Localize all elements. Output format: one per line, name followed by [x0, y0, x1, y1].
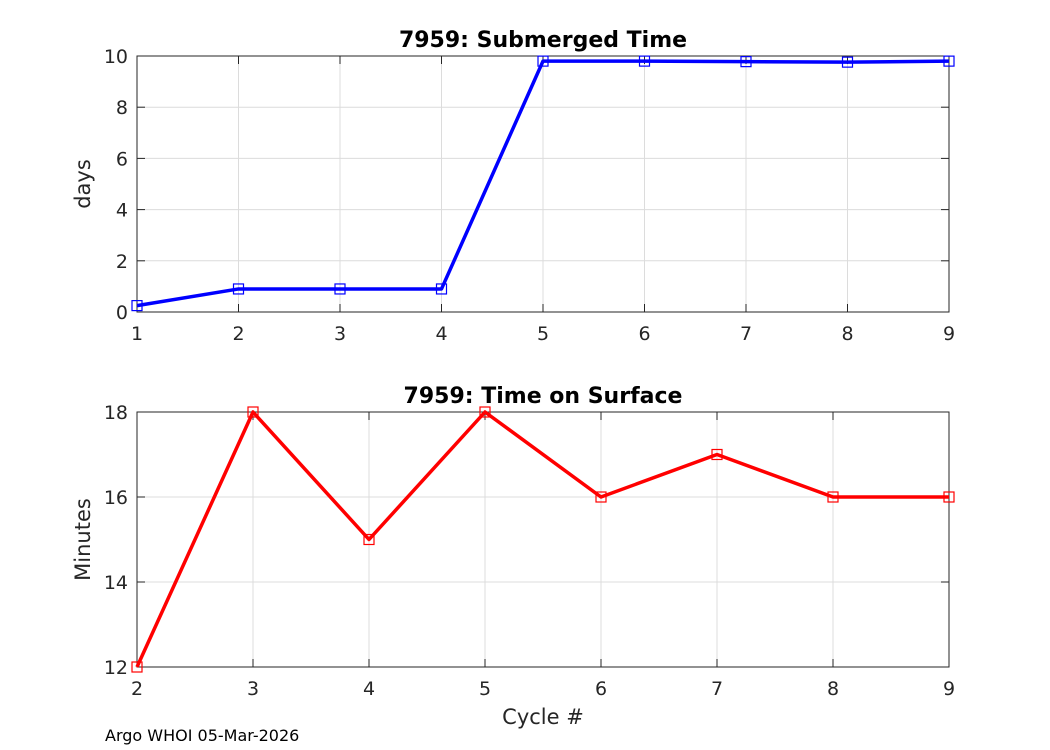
data-point-marker	[232, 283, 245, 295]
x-tick-label: 2	[131, 678, 143, 700]
x-tick-label: 4	[435, 323, 447, 345]
x-tick-label: 8	[841, 323, 853, 345]
x-tick-label: 7	[740, 323, 752, 345]
series-line	[135, 410, 949, 668]
data-point-marker	[334, 283, 346, 295]
x-tick-label: 9	[943, 323, 955, 345]
x-tick-label: 8	[827, 678, 839, 700]
data-point-marker	[711, 448, 723, 461]
x-tick-label: 5	[479, 678, 491, 700]
data-point-marker	[740, 56, 752, 68]
x-tick-label: 7	[711, 678, 723, 700]
y-tick-label: 6	[116, 148, 128, 170]
x-tick-label: 4	[363, 678, 375, 700]
y-axis-label: days	[71, 159, 95, 209]
chart-title: 7959: Submerged Time	[399, 28, 687, 53]
x-tick-label: 3	[334, 323, 346, 345]
x-tick-label: 1	[131, 323, 143, 345]
data-point-marker	[943, 491, 955, 503]
data-point-marker	[131, 300, 143, 312]
data-point-marker	[841, 56, 854, 68]
surface-time-chart: 2 3 4 5 6 7 8 9 12 14 16 18 7959: Time on Surface Min…	[71, 384, 955, 729]
data-point-marker	[943, 55, 955, 67]
data-point-marker	[595, 491, 607, 503]
y-tick-label: 4	[116, 200, 128, 222]
x-tick-label: 6	[638, 323, 650, 345]
data-point-marker	[537, 55, 549, 67]
y-tick-label: 10	[104, 46, 128, 68]
x-tick-label: 2	[232, 323, 244, 345]
series-line	[136, 59, 950, 308]
y-tick-label: 8	[116, 97, 128, 119]
axes-frame	[136, 411, 950, 668]
y-tick-label: 14	[104, 572, 128, 594]
data-point-marker	[479, 406, 491, 418]
y-tick-label: 18	[104, 402, 128, 424]
x-tick-label: 6	[595, 678, 607, 700]
y-tick-label: 16	[104, 487, 128, 509]
footer-credit: Argo WHOI 05-Mar-2026	[105, 726, 299, 745]
data-point-marker	[827, 491, 839, 503]
data-point-marker	[131, 661, 143, 673]
y-axis-label: Minutes	[71, 498, 95, 581]
data-point-marker	[363, 533, 375, 546]
y-tick-label: 12	[104, 657, 128, 679]
y-tick-label: 0	[116, 302, 128, 324]
data-point-marker	[638, 55, 651, 67]
submerged-time-chart: 1 2 3 4 5 6 7 8 9 0 2 4 6 8 10 7959: Submerged Time days	[71, 28, 955, 345]
x-axis-label: Cycle #	[502, 705, 584, 729]
y-tick-label: 2	[116, 251, 128, 273]
data-point-marker	[435, 283, 448, 295]
x-tick-label: 9	[943, 678, 955, 700]
x-tick-label: 5	[537, 323, 549, 345]
data-point-marker	[247, 406, 259, 418]
chart-title: 7959: Time on Surface	[404, 384, 683, 409]
x-tick-label: 3	[247, 678, 259, 700]
